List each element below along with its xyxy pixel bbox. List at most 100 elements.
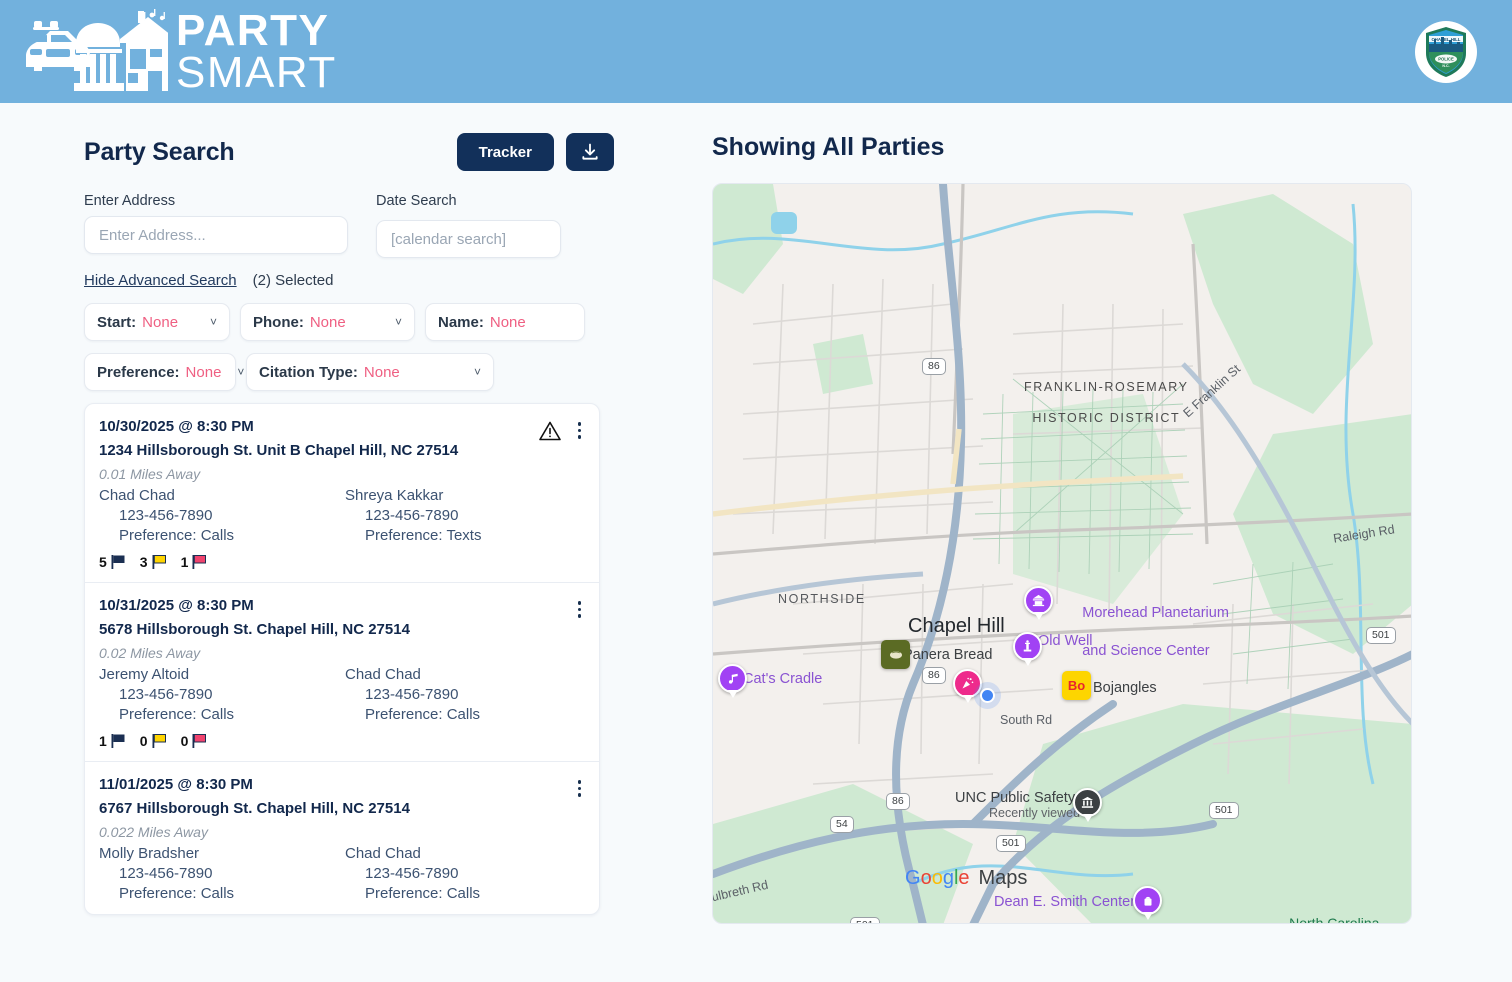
music-venue-icon: [728, 673, 738, 684]
highway-shield-54: 54: [830, 816, 854, 834]
map-marker-bojangles[interactable]: Bo: [1062, 671, 1091, 700]
page-title: Party Search: [84, 137, 235, 166]
filter-name-value: None: [489, 313, 526, 331]
panel-actions: Tracker: [456, 133, 614, 171]
filter-start[interactable]: Start: None ˅: [84, 303, 230, 341]
party-card[interactable]: 10/30/2025 @ 8:30 PM 1234 Hillsborough S…: [85, 404, 599, 582]
map-marker-panera-bread[interactable]: [881, 640, 910, 669]
more-options-icon[interactable]: [574, 599, 586, 620]
date-search-input[interactable]: [376, 220, 561, 258]
police-badge-container[interactable]: CHAPEL HILL POLICE N.C.: [1415, 20, 1512, 83]
filter-phone-key: Phone:: [253, 313, 304, 331]
filter-phone[interactable]: Phone: None ˅: [240, 303, 415, 341]
flag-icon: [111, 734, 125, 748]
more-options-icon[interactable]: [574, 420, 586, 441]
user-location-dot: [980, 688, 995, 703]
search-fields: Enter Address Date Search: [84, 193, 614, 258]
flag-count-value: 0: [180, 733, 189, 749]
contact-secondary: Chad Chad 123-456-7890 Preference: Calls: [341, 845, 583, 902]
filter-start-value: None: [142, 313, 179, 331]
map-pin-cats-cradle[interactable]: [718, 664, 748, 702]
highway-shield-86-north: 86: [922, 358, 946, 376]
map-pin-morehead-planetarium[interactable]: [1024, 586, 1054, 624]
brand-line-2: SMART: [176, 47, 337, 97]
filter-name-key: Name:: [438, 313, 484, 331]
chevron-down-icon: ˅: [394, 315, 402, 329]
chevron-down-icon: ˅: [237, 365, 245, 379]
party-card-actions: [574, 599, 586, 620]
highway-shield-86-south: 86: [886, 793, 910, 811]
filter-citation-type[interactable]: Citation Type: None ˅: [246, 353, 494, 391]
party-card[interactable]: 10/31/2025 @ 8:30 PM 5678 Hillsborough S…: [85, 582, 599, 761]
contact-phone: 123-456-7890: [365, 686, 459, 703]
party-results-list: 10/30/2025 @ 8:30 PM 1234 Hillsborough S…: [84, 403, 600, 915]
flag-icon: [152, 555, 166, 569]
contact-secondary: Shreya Kakkar 123-456-7890 Preference: T…: [341, 487, 583, 544]
filter-citation-value: None: [363, 363, 400, 381]
advanced-search-row: Hide Advanced Search (2) Selected: [84, 272, 614, 289]
contact-preference: Preference: Calls: [119, 706, 235, 723]
party-icon: [962, 677, 974, 689]
party-card[interactable]: 11/01/2025 @ 8:30 PM 6767 Hillsborough S…: [85, 761, 599, 914]
map-pin-dean-smith-center[interactable]: [1133, 886, 1163, 923]
party-card-actions: [574, 778, 586, 799]
selected-count-label: (2) Selected: [252, 272, 334, 289]
highway-shield-501-mid: 501: [1209, 802, 1239, 820]
museum-icon: [1032, 594, 1045, 607]
party-card-actions: [538, 420, 586, 442]
party-flags: 1 0 0: [99, 733, 583, 749]
flag-count-value: 3: [139, 554, 148, 570]
panel-header: Party Search Tracker: [84, 133, 614, 171]
filter-preference-key: Preference:: [97, 363, 180, 381]
monument-icon: [1023, 640, 1032, 652]
contact-preference: Preference: Calls: [119, 885, 235, 902]
warning-icon[interactable]: [538, 420, 562, 442]
hide-advanced-search-link[interactable]: Hide Advanced Search: [84, 272, 237, 289]
tracker-button[interactable]: Tracker: [456, 133, 554, 171]
map-container[interactable]: FRANKLIN-ROSEMARY HISTORIC DISTRICT NORT…: [712, 183, 1412, 924]
svg-text:N.C.: N.C.: [1442, 64, 1449, 68]
filter-start-key: Start:: [97, 313, 137, 331]
flag-icon: [192, 734, 207, 748]
map-pin-unc-public-safety[interactable]: [1073, 788, 1103, 826]
contact-preference: Preference: Calls: [119, 527, 235, 544]
party-address: 6767 Hillsborough St. Chapel Hill, NC 27…: [99, 800, 410, 817]
maps-wordmark: Maps: [978, 867, 1028, 889]
contact-name: Chad Chad: [99, 487, 175, 504]
contact-phone: 123-456-7890: [119, 507, 213, 524]
contact-name: Chad Chad: [345, 666, 421, 683]
map-pin-party-location[interactable]: [953, 669, 983, 707]
chapel-hill-police-badge-icon: CHAPEL HILL POLICE N.C.: [1426, 26, 1466, 77]
download-icon: [582, 143, 598, 160]
party-date: 11/01/2025 @ 8:30 PM: [99, 776, 253, 793]
party-distance: 0.01 Miles Away: [99, 466, 201, 482]
map-canvas: [713, 184, 1411, 923]
app-header: PARTY SMART CHAPEL HILL POLICE N.C.: [0, 0, 1512, 103]
contact-primary: Chad Chad 123-456-7890 Preference: Calls: [99, 487, 341, 544]
filter-preference[interactable]: Preference: None ˅: [84, 353, 244, 391]
download-button[interactable]: [566, 133, 614, 171]
flag-icon: [192, 555, 207, 569]
contact-preference: Preference: Texts: [365, 527, 482, 544]
brand-logo[interactable]: PARTY SMART: [0, 8, 337, 97]
svg-text:CHAPEL HILL: CHAPEL HILL: [1432, 37, 1461, 42]
contact-name: Jeremy Altoid: [99, 666, 190, 683]
date-field-group: Date Search: [376, 193, 561, 258]
more-options-icon[interactable]: [574, 778, 586, 799]
contact-name: Shreya Kakkar: [345, 487, 444, 504]
police-car-and-house-icon: [26, 8, 168, 91]
search-input[interactable]: [84, 216, 348, 254]
contact-secondary: Chad Chad 123-456-7890 Preference: Calls: [341, 666, 583, 723]
party-address: 5678 Hillsborough St. Chapel Hill, NC 27…: [99, 621, 410, 638]
party-contacts: Jeremy Altoid 123-456-7890 Preference: C…: [99, 666, 583, 723]
contact-primary: Jeremy Altoid 123-456-7890 Preference: C…: [99, 666, 341, 723]
party-date: 10/31/2025 @ 8:30 PM: [99, 597, 254, 614]
contact-phone: 123-456-7890: [119, 686, 213, 703]
map-pin-old-well[interactable]: [1013, 632, 1043, 670]
filter-name[interactable]: Name: None: [425, 303, 585, 341]
flag-count-value: 0: [139, 733, 148, 749]
address-field-group: Enter Address: [84, 193, 348, 258]
google-maps-watermark: Google Maps: [905, 867, 1027, 890]
filter-group: Start: None ˅ Phone: None ˅ Name: None Pref…: [84, 303, 614, 391]
